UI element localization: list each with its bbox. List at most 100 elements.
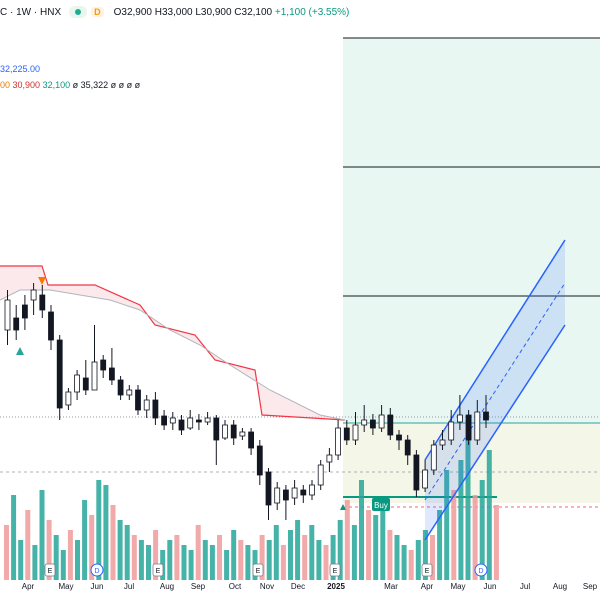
ohlc-values: O32,900 H33,000 L30,900 C32,100 +1,100 (… (114, 7, 350, 18)
volume-bar (224, 550, 230, 580)
candle-body (143, 399, 150, 411)
time-axis-label: May (58, 582, 74, 591)
candle-body (248, 431, 255, 449)
candle-body (430, 444, 437, 471)
time-axis-label: Sep (582, 582, 598, 591)
high-value: H33,000 (154, 6, 193, 18)
candle-body (48, 311, 54, 341)
candle-body (369, 419, 376, 429)
buy-signal-marker (16, 347, 24, 355)
candle-body (378, 414, 385, 429)
volume-bar (351, 525, 357, 580)
symbol-header: C · 1W · HNX D O32,900 H33,000 L30,900 C… (0, 4, 349, 20)
earnings-marker-icon (152, 563, 164, 577)
volume-bar (266, 540, 272, 580)
volume-bar (231, 530, 237, 580)
volume-bar (295, 520, 301, 580)
earnings-marker-icon (252, 563, 264, 577)
candle-body (361, 419, 368, 426)
volume-bar (174, 535, 180, 580)
indicator-1-value: 32,225.00 (0, 64, 41, 74)
volume-bar (387, 530, 393, 580)
candle-body (204, 417, 211, 423)
candle-body (456, 414, 463, 423)
candle-body (413, 454, 420, 491)
candle-body (387, 414, 394, 436)
earnings-marker-icon (44, 563, 56, 577)
volume-bar (401, 545, 407, 580)
earnings-marker-label: E (333, 568, 338, 575)
volume-bar (344, 500, 350, 580)
volume-bar (309, 525, 315, 580)
candle-body (117, 379, 124, 396)
market-status-icon (69, 6, 88, 18)
candle-body (265, 471, 272, 506)
earnings-marker-icon (421, 563, 433, 577)
volume-bar (337, 520, 343, 580)
candle-body (396, 434, 402, 441)
volume-bar (60, 550, 66, 580)
volume-bar (408, 550, 414, 580)
volume-bar (18, 540, 24, 580)
candle-body (74, 374, 80, 393)
volume-bar (380, 500, 386, 580)
candle-body (152, 399, 159, 419)
candle-body (56, 339, 63, 409)
candle-body (135, 389, 141, 411)
volume-bar (359, 480, 364, 580)
candle-body (39, 294, 46, 311)
volume-bar (415, 540, 421, 580)
volume-bar (394, 535, 400, 580)
candle-body (326, 454, 333, 463)
volume-bar (103, 485, 109, 580)
data-badge: D (91, 7, 104, 17)
time-axis-label: Jul (519, 582, 531, 591)
volume-bar (53, 535, 59, 580)
volume-bar (124, 525, 130, 580)
time-axis-label: Sep (190, 582, 206, 591)
candle-body (82, 377, 89, 391)
candle-body (483, 411, 489, 421)
time-axis-label: Jun (483, 582, 497, 591)
time-axis-label: Aug (552, 582, 568, 591)
channel-fill (425, 240, 565, 540)
earnings-marker-label: E (48, 568, 53, 575)
volume-bar (493, 505, 499, 580)
dividend-marker-icon (90, 563, 104, 577)
candle-body (439, 439, 446, 446)
candle-body (21, 304, 28, 319)
volume-bar (110, 505, 116, 580)
volume-bar (302, 535, 308, 580)
cloud-lower-line (0, 289, 346, 421)
candle-body (422, 469, 429, 489)
volume-bar (167, 540, 173, 580)
volume-bar (131, 535, 137, 580)
dividend-marker-icon (474, 563, 488, 577)
volume-bar (422, 530, 428, 580)
candle-body (317, 464, 324, 486)
earnings-marker-label: E (256, 568, 261, 575)
volume-bar (316, 540, 322, 580)
candle-body (126, 389, 133, 396)
indicator-line-1[interactable]: 32,225.00 (0, 64, 40, 74)
time-axis-label: Mar (384, 582, 398, 591)
volume-bar (146, 545, 151, 580)
earnings-marker-icon (329, 563, 341, 577)
indicator-line-2[interactable]: 00 30,900 32,100 ø 35,322 ø ø ø ø (0, 80, 140, 90)
time-axis-label: Jun (90, 582, 104, 591)
candle-body (13, 317, 20, 331)
time-axis-label: Dec (290, 582, 306, 591)
volume-bar (465, 420, 471, 580)
symbol-title[interactable]: C · 1W · HNX (0, 6, 62, 18)
dividend-marker-label: D (478, 568, 483, 575)
candle-body (178, 419, 185, 431)
volume-bar (280, 545, 286, 580)
candle-body (335, 427, 342, 456)
volume-bar (25, 510, 31, 580)
change-value: +1,100 (+3.55%) (274, 6, 350, 18)
volume-bar (11, 495, 17, 580)
volume-bar (195, 525, 201, 580)
volume-bar (181, 545, 187, 580)
